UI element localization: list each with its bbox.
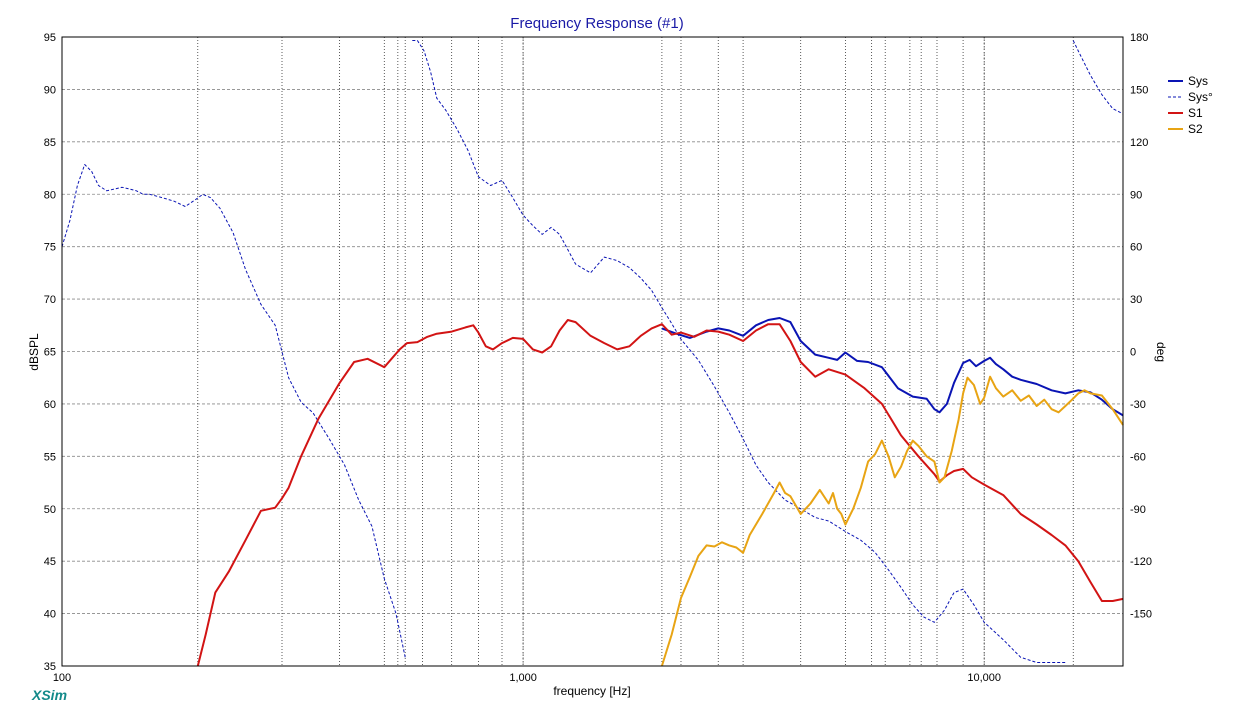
- y2-tick-label: -60: [1130, 451, 1146, 463]
- y-tick-label: 50: [44, 504, 56, 516]
- y2-axis-label: deg: [1154, 342, 1168, 362]
- x-tick-label: 100: [53, 672, 71, 684]
- y-tick-label: 55: [44, 451, 56, 463]
- y-tick-label: 40: [44, 609, 56, 621]
- y-tick-label: 65: [44, 347, 56, 359]
- x-tick-label: 1,000: [509, 672, 537, 684]
- y-tick-label: 70: [44, 294, 56, 306]
- y2-tick-label: 180: [1130, 32, 1148, 44]
- legend-label-sys: Sys: [1188, 74, 1208, 88]
- y2-tick-label: 90: [1130, 189, 1142, 201]
- y2-tick-label: 0: [1130, 347, 1136, 359]
- y2-tick-label: 150: [1130, 84, 1148, 96]
- series-line-s2: [660, 375, 1124, 667]
- y-tick-label: 95: [44, 32, 56, 44]
- series-line-s1: [196, 319, 1124, 667]
- y-tick-label: 60: [44, 399, 56, 411]
- y2-tick-label: -120: [1130, 556, 1152, 568]
- y-tick-label: 45: [44, 556, 56, 568]
- y2-tick-label: 120: [1130, 137, 1148, 149]
- y2-tick-label: -90: [1130, 504, 1146, 516]
- y-tick-label: 35: [44, 661, 56, 673]
- series-lines: [61, 40, 1124, 667]
- tick-labels: 35 40 45 50 55 60 65 70 75 80 85 90 95 -150 -120 -90 -60…: [44, 32, 1152, 684]
- series-line-sys-phase: [61, 40, 1124, 663]
- legend: Sys Sys° S1 S2: [1168, 74, 1213, 136]
- y2-tick-label: -30: [1130, 399, 1146, 411]
- legend-label-s1: S1: [1188, 106, 1203, 120]
- y-tick-label: 90: [44, 84, 56, 96]
- x-tick-label: 10,000: [967, 672, 1001, 684]
- x-axis-label: frequency [Hz]: [553, 684, 630, 698]
- y2-tick-label: 60: [1130, 242, 1142, 254]
- y-tick-label: 75: [44, 242, 56, 254]
- y2-tick-label: 30: [1130, 294, 1142, 306]
- legend-label-sys-phase: Sys°: [1188, 90, 1213, 104]
- legend-label-s2: S2: [1188, 122, 1203, 136]
- y-tick-label: 85: [44, 137, 56, 149]
- y2-tick-label: -150: [1130, 609, 1152, 621]
- chart-title: Frequency Response (#1): [510, 15, 683, 32]
- brand-logo: XSim: [31, 687, 67, 703]
- y-tick-label: 80: [44, 189, 56, 201]
- plot-frame: [61, 36, 1124, 667]
- y-axis-label: dBSPL: [27, 333, 41, 371]
- series-line-sys: [661, 317, 1124, 417]
